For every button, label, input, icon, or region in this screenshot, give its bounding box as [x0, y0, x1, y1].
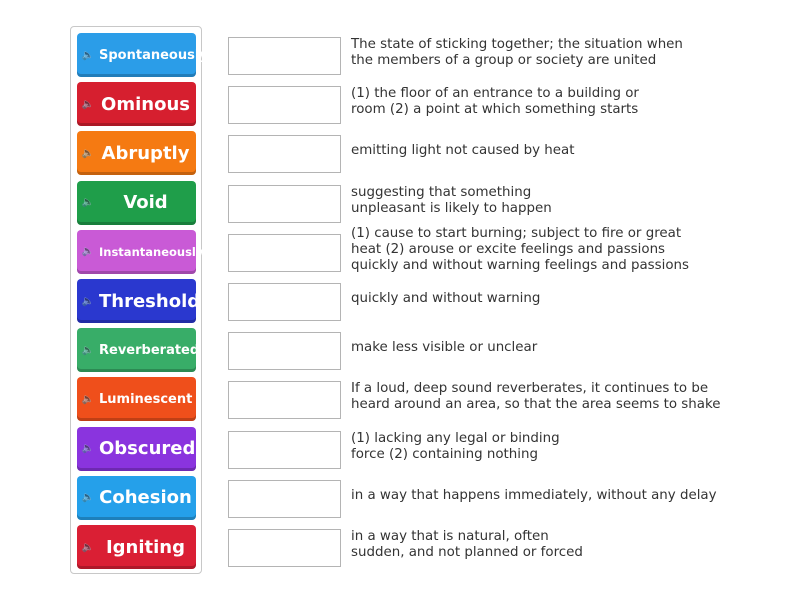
word-label: Threshold: [99, 290, 201, 312]
word-label: Obscured: [99, 438, 196, 460]
answer-drop-box[interactable]: [228, 184, 341, 223]
word-label: Void: [123, 192, 168, 214]
word-label: Cohesion: [99, 487, 192, 509]
definition-text: emitting light not caused by heat: [351, 143, 575, 159]
answer-drop-box[interactable]: [228, 283, 341, 321]
word-tile[interactable]: 🔈 Obscured: [77, 426, 196, 471]
definition: (1) the floor of an entrance to a buildi…: [351, 78, 791, 126]
word-label: Igniting: [105, 536, 186, 558]
speaker-icon[interactable]: 🔈: [81, 246, 95, 258]
speaker-icon[interactable]: 🔈: [81, 295, 95, 307]
speaker-icon[interactable]: 🔈: [81, 393, 95, 405]
speaker-icon[interactable]: 🔈: [81, 443, 95, 455]
answer-drop-box[interactable]: [228, 332, 341, 371]
definition-text: If a loud, deep sound reverberates, it c…: [351, 381, 721, 413]
speaker-icon[interactable]: 🔈: [81, 49, 95, 61]
definition: emitting light not caused by heat: [351, 127, 791, 175]
answer-drop-box[interactable]: [228, 529, 341, 567]
word-label: Spontaneously: [99, 47, 208, 63]
answer-drop-box[interactable]: [228, 381, 341, 420]
speaker-icon[interactable]: 🔈: [81, 541, 95, 553]
answer-drop-box[interactable]: [228, 479, 341, 518]
speaker-icon[interactable]: 🔈: [81, 147, 95, 159]
word-label: Abruptly: [101, 142, 190, 164]
word-label: Instantaneously: [99, 244, 204, 259]
definition: in a way that is natural, often sudden, …: [351, 521, 791, 569]
word-tile[interactable]: 🔈 Igniting: [77, 525, 196, 569]
definition: suggesting that something unpleasant is …: [351, 177, 791, 225]
definition-text: quickly and without warning: [351, 291, 541, 306]
word-tile[interactable]: 🔈 Threshold: [77, 279, 200, 323]
definition-text: (1) cause to start burning; subject to f…: [351, 225, 689, 273]
definition-text: make less visible or unclear: [351, 340, 538, 356]
definition: make less visible or unclear: [351, 324, 791, 372]
word-tile[interactable]: 🔈 Abruptly: [77, 131, 196, 176]
definition: (1) lacking any legal or binding force (…: [351, 423, 791, 471]
definition: quickly and without warning: [351, 275, 791, 323]
definition: If a loud, deep sound reverberates, it c…: [351, 373, 791, 421]
definition-text: in a way that is natural, often sudden, …: [351, 529, 583, 560]
answer-drop-box[interactable]: [228, 233, 341, 272]
word-label: Reverberated: [99, 342, 200, 358]
speaker-icon[interactable]: 🔈: [81, 98, 95, 110]
answer-drop-box[interactable]: [228, 86, 341, 125]
speaker-icon[interactable]: 🔈: [81, 197, 95, 209]
speaker-icon[interactable]: 🔈: [81, 344, 95, 356]
definition-text: (1) the floor of an entrance to a buildi…: [351, 86, 639, 118]
definition-text: The state of sticking together; the situ…: [351, 37, 683, 68]
word-tile[interactable]: 🔈 Ominous: [77, 82, 196, 127]
definition: (1) cause to start burning; subject to f…: [351, 226, 791, 274]
word-tile[interactable]: 🔈 Spontaneously: [77, 33, 208, 77]
word-tile[interactable]: 🔈 Luminescent: [77, 377, 196, 422]
answer-drop-box[interactable]: [228, 430, 341, 469]
answer-drop-box[interactable]: [228, 37, 341, 75]
answer-drop-box[interactable]: [228, 135, 341, 174]
speaker-icon[interactable]: 🔈: [81, 492, 95, 504]
definition: The state of sticking together; the situ…: [351, 29, 791, 77]
definition-text: suggesting that something unpleasant is …: [351, 184, 552, 216]
word-label: Luminescent: [99, 391, 193, 407]
definition: in a way that happens immediately, witho…: [351, 472, 791, 520]
word-tile[interactable]: 🔈 Void: [77, 180, 196, 225]
word-tile[interactable]: 🔈 Reverberated: [77, 328, 199, 373]
word-tile[interactable]: 🔈 Instantaneously: [77, 229, 203, 274]
definition-text: (1) lacking any legal or binding force (…: [351, 430, 560, 462]
word-tile[interactable]: 🔈 Cohesion: [77, 475, 196, 520]
definition-text: in a way that happens immediately, witho…: [351, 487, 717, 503]
word-label: Ominous: [101, 93, 190, 115]
